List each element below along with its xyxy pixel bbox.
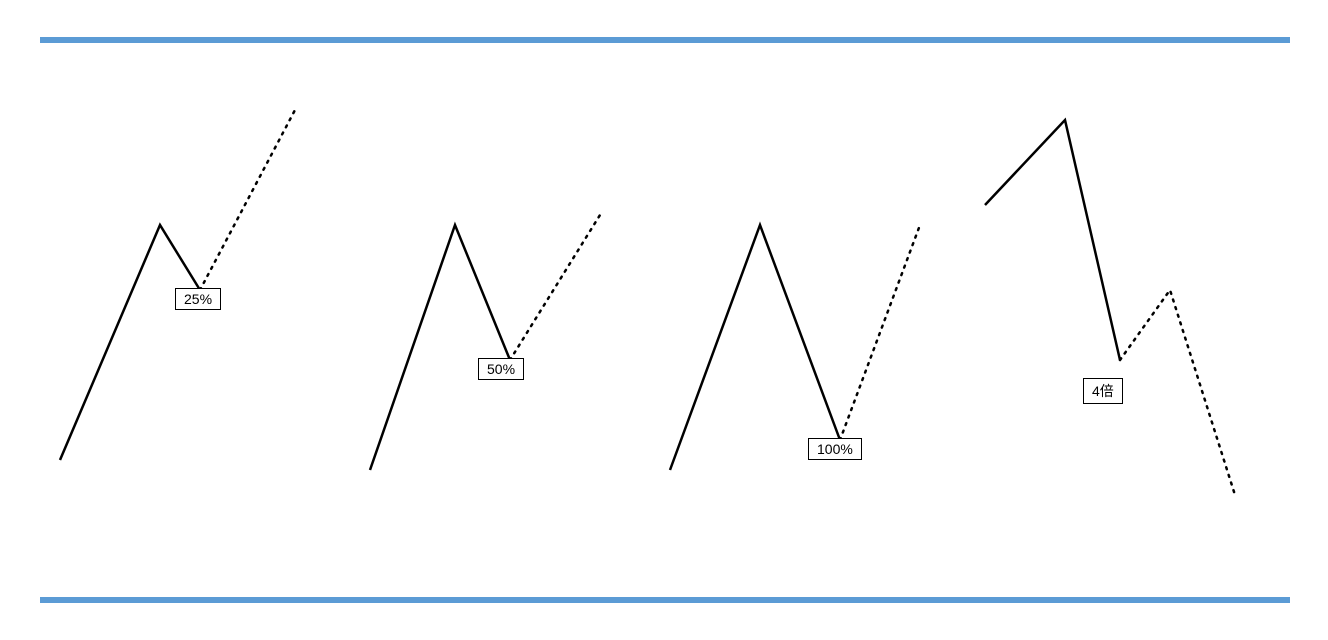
p3-label: 100% (808, 438, 862, 460)
p4-label: 4倍 (1083, 378, 1123, 404)
p2-label: 50% (478, 358, 524, 380)
p2-dotted-line (510, 215, 600, 360)
p4-solid-line (985, 120, 1120, 360)
p3-dotted-line (840, 225, 920, 440)
p4-dotted-line (1120, 290, 1235, 495)
p2-solid-line (370, 225, 510, 470)
p1-label: 25% (175, 288, 221, 310)
p1-solid-line (60, 225, 200, 460)
diagram-svg (0, 0, 1328, 640)
p3-solid-line (670, 225, 840, 470)
p1-dotted-line (200, 110, 295, 290)
